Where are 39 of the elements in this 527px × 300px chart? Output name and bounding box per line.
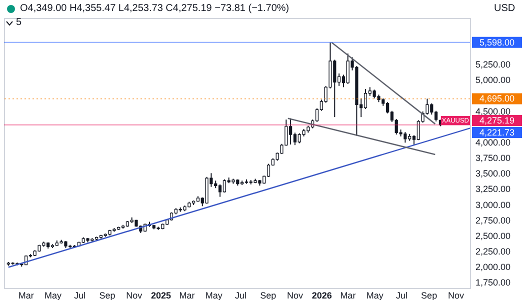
x-tick-label: 2026 xyxy=(312,290,332,300)
y-tick-label: 2,250.00 xyxy=(476,246,511,257)
x-tick-label: Mar xyxy=(179,290,195,300)
y-tick-label: 3,500.00 xyxy=(476,168,511,179)
y-tick-label: 3,750.00 xyxy=(476,153,511,164)
x-tick-label: Mar xyxy=(340,290,356,300)
y-tick-label: 3,250.00 xyxy=(476,184,511,194)
y-tick-label: 2,750.00 xyxy=(476,215,511,226)
x-tick-label: Nov xyxy=(287,290,304,300)
text: O4,349.00 H4,355.47 L4,253.73 C4,275.19 −73.81 (−1.70%) xyxy=(20,3,290,14)
x-tick-label: May xyxy=(44,290,62,300)
y-tick-label: 3,000.00 xyxy=(476,200,511,210)
annotation: 5 xyxy=(16,17,22,28)
x-tick-label: Jul xyxy=(235,290,247,300)
y-tick-label: 2,500.00 xyxy=(476,230,511,241)
x-tick-label: 2025 xyxy=(150,290,172,300)
y-tick-label: 4,000.00 xyxy=(476,138,511,148)
x-tick-label: May xyxy=(205,290,223,300)
x-tick-label: Jul xyxy=(396,290,408,300)
y-axis-title: USD xyxy=(494,3,516,14)
ref-line-label: 4,695.00 xyxy=(479,94,515,104)
candlestick xyxy=(218,184,222,198)
x-tick-label: Jul xyxy=(74,290,86,300)
y-tick-label: 4,500.00 xyxy=(476,106,511,116)
y-tick-label: 2,000.00 xyxy=(476,262,511,272)
x-tick-label: Mar xyxy=(18,290,34,300)
y-tick-label: 5,000.00 xyxy=(476,75,511,86)
x-tick-label: Sep xyxy=(260,290,276,300)
candlestick xyxy=(364,88,368,110)
x-tick-label: Nov xyxy=(126,290,143,300)
x-tick-label: Sep xyxy=(99,290,116,300)
x-tick-label: Sep xyxy=(421,290,438,300)
ref-line-label: 5,598.00 xyxy=(479,37,515,48)
y-tick-label: 1,750.00 xyxy=(476,278,511,288)
y-tick-label: 5,250.00 xyxy=(476,60,511,70)
annotation: 4,221.73 xyxy=(479,128,515,138)
ref-line-label: 4,275.19 xyxy=(479,116,515,126)
x-tick-label: May xyxy=(366,290,384,300)
x-tick-label: Nov xyxy=(448,290,464,300)
